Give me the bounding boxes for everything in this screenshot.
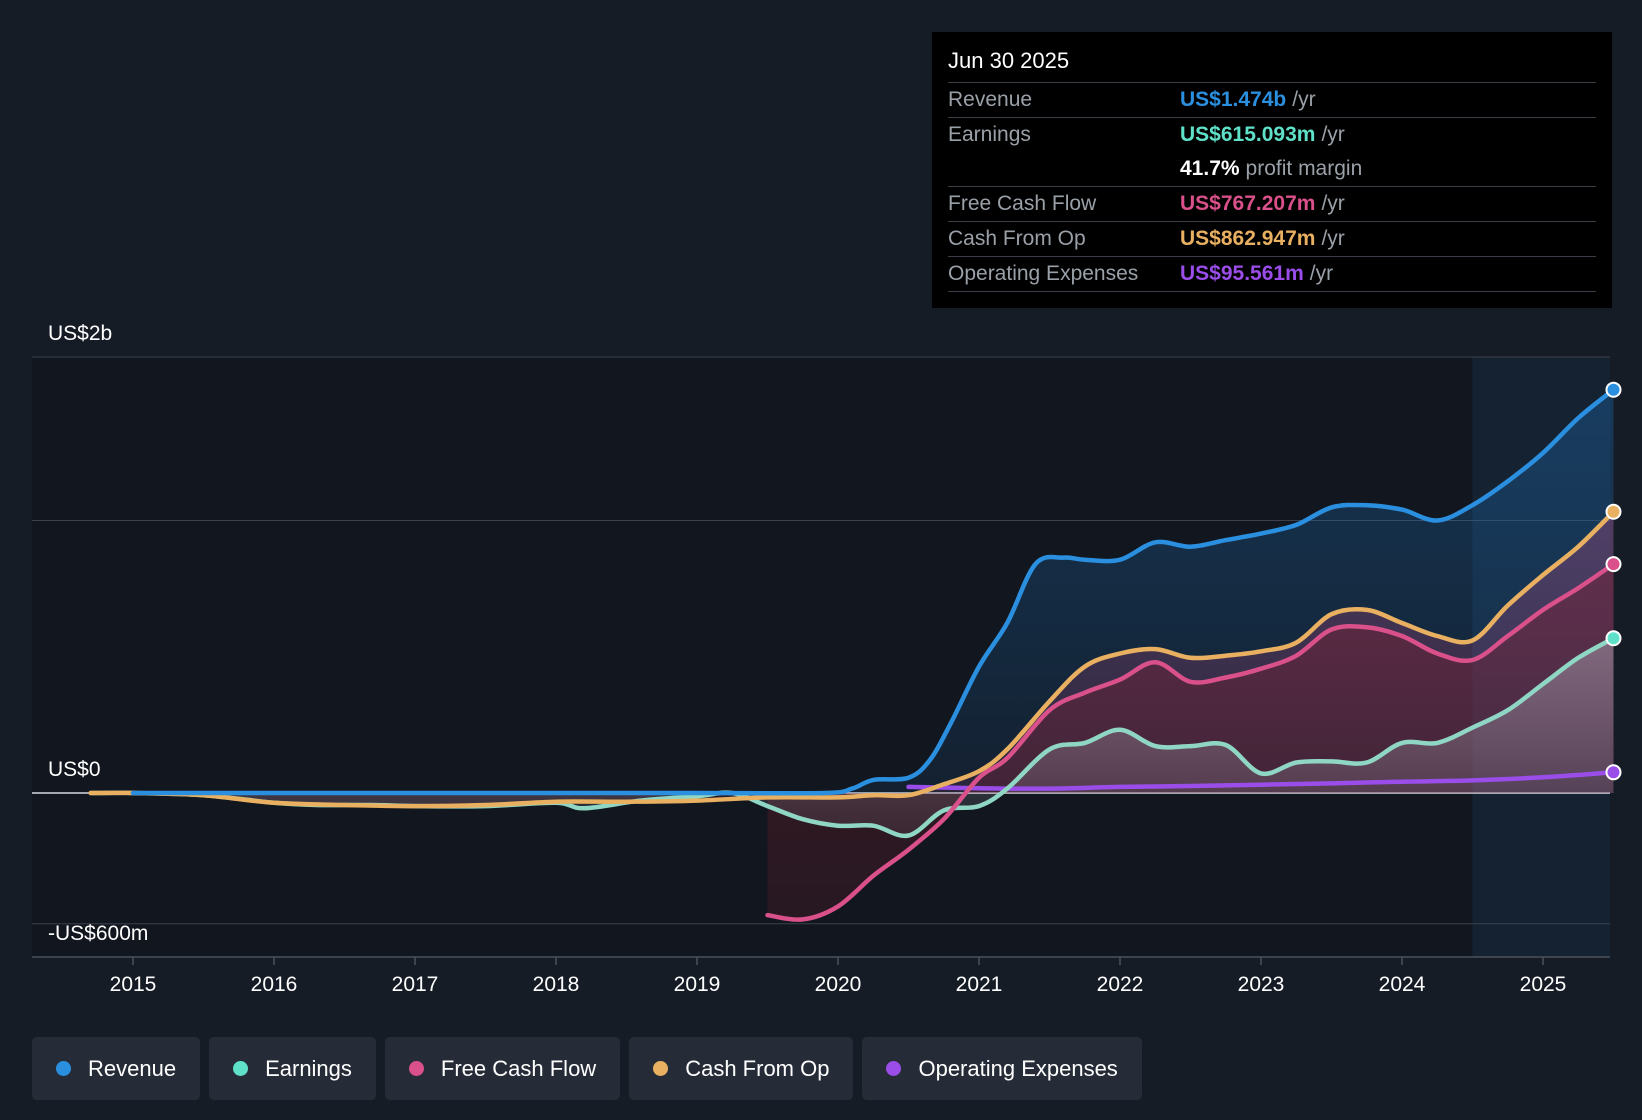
x-tick-label: 2018 (533, 973, 580, 996)
revenue-end-marker (1605, 381, 1622, 398)
revenue-line (130, 387, 1616, 796)
tooltip-row-revenue: Revenue US$1.474b /yr (948, 82, 1596, 117)
tooltip-label: Operating Expenses (948, 262, 1139, 285)
tooltip-label: Free Cash Flow (948, 192, 1097, 215)
x-tick-label: 2017 (392, 973, 439, 996)
y-label-zero: US$0 (48, 758, 101, 781)
tooltip-unit: /yr (1321, 123, 1345, 146)
legend-item-cash-from-op[interactable]: Cash From Op (629, 1037, 854, 1100)
legend-item-revenue[interactable]: Revenue (32, 1037, 201, 1100)
tooltip-date: Jun 30 2025 (948, 48, 1070, 73)
tooltip-label: Earnings (948, 123, 1031, 146)
x-tick-label: 2023 (1238, 973, 1285, 996)
x-tick-label: 2020 (815, 973, 862, 996)
y-label-bottom: -US$600m (48, 922, 148, 945)
y-label-top: US$2b (48, 322, 112, 345)
legend-label: Earnings (265, 1055, 352, 1081)
x-tick-label: 2015 (110, 973, 157, 996)
tooltip-label: Revenue (948, 88, 1033, 111)
legend-item-free-cash-flow[interactable]: Free Cash Flow (384, 1037, 621, 1100)
legend: Revenue Earnings Free Cash Flow Cash Fro… (32, 1037, 1142, 1100)
cfo-end-marker (1605, 503, 1622, 520)
tooltip-value: US$95.561m (1180, 262, 1304, 285)
cfo-line (88, 509, 1616, 809)
tooltip-unit: /yr (1321, 227, 1345, 250)
legend-item-earnings[interactable]: Earnings (209, 1037, 376, 1100)
opex-end-marker (1605, 764, 1622, 781)
tooltip-label: Cash From Op (948, 227, 1086, 250)
x-axis: 2015 2016 2017 2018 2019 2020 2021 2022 2023 2024… (32, 956, 1610, 996)
fcf-line (765, 561, 1616, 922)
legend-label: Cash From Op (685, 1055, 830, 1081)
series-end-markers (1605, 381, 1622, 781)
tooltip-value: 41.7% (1180, 157, 1240, 180)
legend-dot-icon (233, 1061, 249, 1076)
legend-label: Operating Expenses (918, 1055, 1118, 1081)
tooltip-unit: /yr (1321, 192, 1345, 215)
x-tick-label: 2021 (956, 973, 1003, 996)
x-tick-label: 2025 (1520, 973, 1567, 996)
series-lines (88, 387, 1616, 922)
tooltip-value: US$1.474b (1180, 88, 1287, 111)
free-cash-flow-area (767, 564, 1614, 920)
legend-dot-icon (408, 1061, 424, 1076)
tooltip-value: US$862.947m (1180, 227, 1316, 250)
legend-label: Revenue (88, 1055, 177, 1081)
tooltip-unit: profit margin (1245, 157, 1363, 180)
tooltip-panel: Jun 30 2025 Revenue US$1.474b /yr Earnin… (932, 32, 1612, 308)
legend-item-operating-expenses[interactable]: Operating Expenses (862, 1037, 1142, 1100)
tooltip-row-earnings: Earnings US$615.093m /yr (948, 117, 1596, 152)
x-tick-label: 2019 (674, 973, 721, 996)
opex-line (906, 770, 1616, 791)
tooltip-row-cfo: Cash From Op US$862.947m /yr (948, 221, 1596, 256)
legend-label: Free Cash Flow (440, 1055, 597, 1081)
legend-dot-icon (653, 1061, 669, 1076)
fcf-end-marker (1605, 556, 1622, 573)
y-axis-labels: US$2b US$0 -US$600m (48, 322, 148, 945)
x-tick-label: 2016 (251, 973, 298, 996)
x-tick-label: 2024 (1379, 973, 1426, 996)
legend-dot-icon (886, 1061, 902, 1076)
tooltip-row-opex: Operating Expenses US$95.561m /yr (948, 256, 1596, 292)
tooltip-value: US$615.093m (1180, 123, 1316, 146)
earnings-end-marker (1605, 630, 1622, 647)
tooltip-value: US$767.207m (1180, 192, 1316, 215)
tooltip-unit: /yr (1292, 88, 1316, 111)
tooltip-row-margin: 41.7% profit margin (948, 152, 1596, 186)
legend-dot-icon (56, 1061, 71, 1076)
tooltip-unit: /yr (1309, 262, 1334, 285)
x-tick-label: 2022 (1097, 973, 1144, 996)
tooltip-row-fcf: Free Cash Flow US$767.207m /yr (948, 186, 1596, 221)
